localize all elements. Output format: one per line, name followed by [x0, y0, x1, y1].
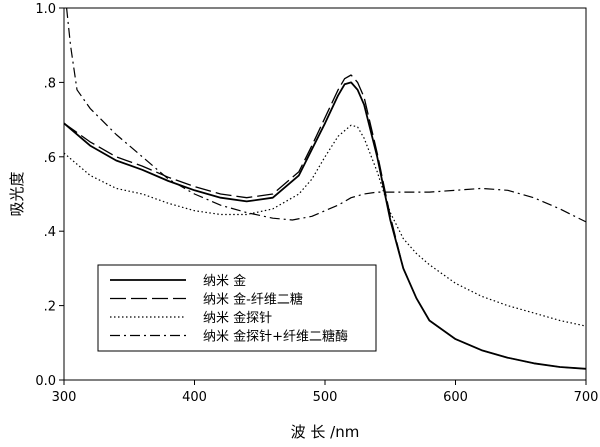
x-ticks: 300 400 500 600 700	[52, 380, 599, 405]
x-tick-label: 600	[443, 390, 468, 405]
y-ticks: 0.0 .2 .4 .6 .8 1.0	[35, 2, 64, 389]
x-axis-label: 波 长 /nm	[291, 423, 360, 441]
y-tick-label: .8	[44, 76, 56, 91]
y-tick-label: 0.0	[35, 374, 56, 389]
series-line-4	[66, 7, 587, 223]
legend-label-4: 纳米 金探针+纤维二糖酶	[203, 329, 348, 345]
series-line-2	[63, 74, 587, 370]
y-tick-label: .4	[44, 225, 56, 240]
x-tick-label: 500	[313, 390, 338, 405]
y-tick-label: 1.0	[35, 2, 56, 17]
y-axis-label: 吸光度	[8, 171, 26, 216]
series-layer	[63, 7, 587, 370]
series-line-3	[63, 124, 587, 327]
x-tick-label: 300	[52, 390, 77, 405]
x-tick-label: 400	[182, 390, 207, 405]
y-tick-label: .2	[44, 300, 56, 315]
y-tick-label: .6	[44, 151, 56, 166]
legend-label-2: 纳米 金-纤维二糖	[203, 292, 303, 308]
legend-label-3: 纳米 金探针	[203, 310, 272, 326]
legend-label-1: 纳米 金	[203, 273, 246, 289]
x-tick-label: 700	[574, 390, 599, 405]
